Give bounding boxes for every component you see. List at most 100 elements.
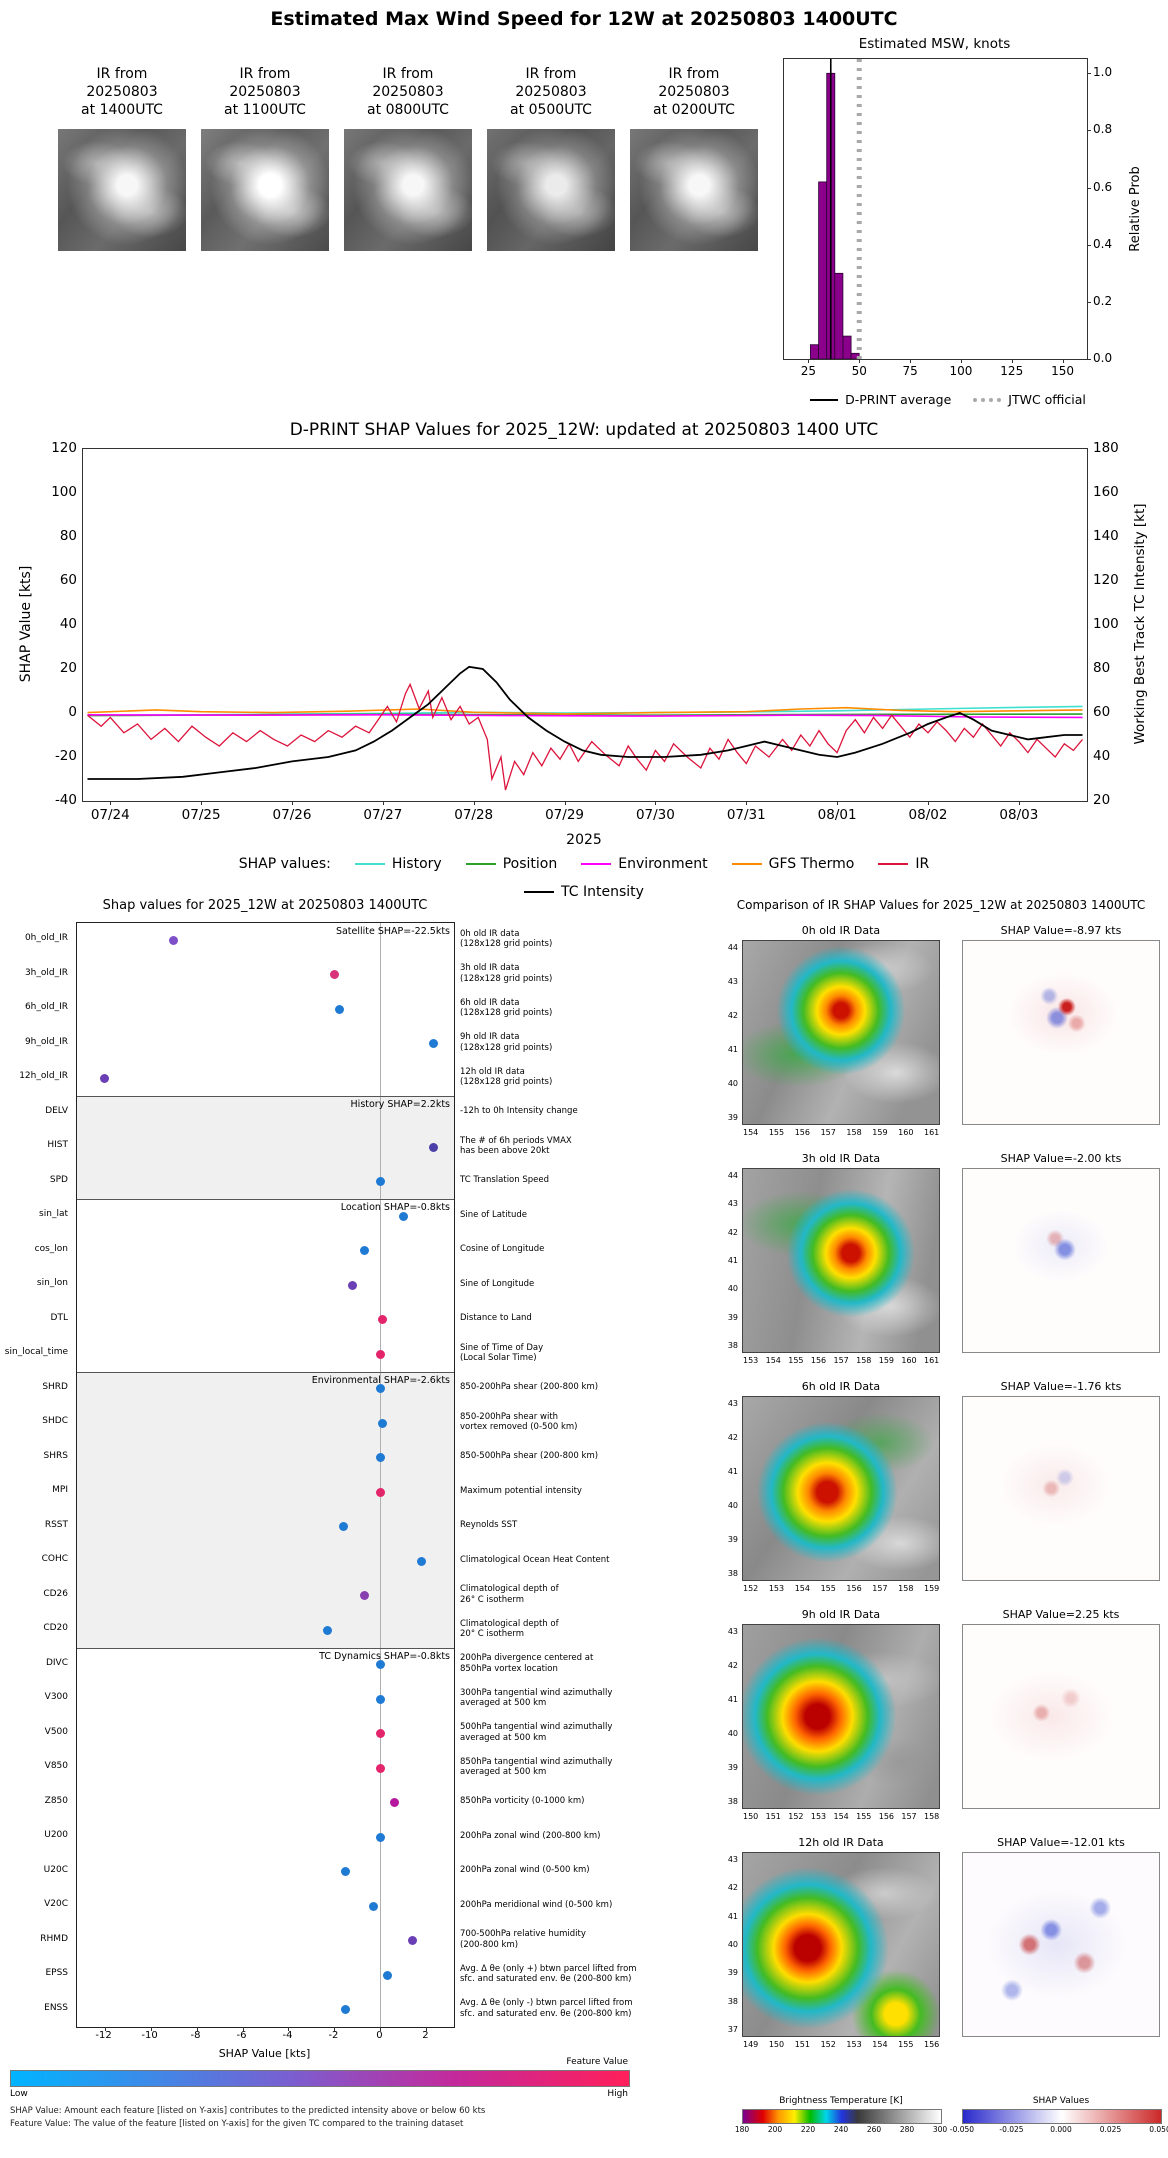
longitude-tick: 161 — [924, 1128, 940, 1137]
ts-xtick-mark — [564, 801, 566, 805]
ir-satellite-image — [487, 128, 615, 251]
feature-description: 9h old IR data (128x128 grid points) — [460, 1032, 553, 1053]
ts-xtick-mark — [837, 801, 839, 805]
dotplot-row-label: SHRD — [42, 1381, 68, 1392]
ts-ytick-right: 140 — [1093, 528, 1119, 544]
dotplot-row-label: sin_lon — [36, 1278, 68, 1289]
feature-description: Sine of Time of Day (Local Solar Time) — [460, 1342, 544, 1364]
legend-label: IR — [915, 856, 930, 872]
longitude-tick: 152 — [743, 1584, 759, 1593]
dotplot-xtick-mark — [334, 2027, 336, 2031]
legend-line-swatch — [731, 863, 762, 865]
colorbar-low-label: Low — [10, 2089, 28, 2099]
shap-dot — [100, 1073, 110, 1083]
longitude-tick: 151 — [794, 2040, 810, 2049]
timeseries-title: D-PRINT SHAP Values for 2025_12W: update… — [289, 420, 879, 440]
feature-description: Sine of Longitude — [460, 1278, 535, 1289]
dotplot-row-label: 0h_old_IR — [24, 933, 68, 944]
latitude-tick: 43 — [727, 1627, 738, 1636]
hist-ytick: 0.4 — [1093, 236, 1113, 251]
hist-ytick: 0.6 — [1093, 179, 1113, 194]
feature-description: 3h old IR data (128x128 grid points) — [460, 963, 553, 984]
latitude-tick: 40 — [727, 1079, 738, 1088]
longitude-tick: 152 — [788, 1812, 804, 1821]
dotplot-xtick-mark — [242, 2027, 244, 2031]
shap-panel-title: SHAP Value=-2.00 kts — [1000, 1152, 1122, 1165]
ts-ytick-right: 60 — [1093, 704, 1111, 720]
dotplot-row-label: HIST — [47, 1140, 68, 1151]
shap-dot — [375, 1832, 385, 1842]
shap-dot — [341, 2005, 351, 2015]
dotplot-row-label: sin_lat — [39, 1209, 68, 1220]
section-divider — [77, 1647, 454, 1649]
ts-xtick-mark — [746, 801, 748, 805]
longitude-tick: 157 — [901, 1812, 917, 1821]
shap-colorbar-tick: -0.050 — [949, 2125, 975, 2134]
longitude-tick: 150 — [743, 1812, 759, 1821]
ir-thumbnail: IR from 20250803 at 1400UTC — [56, 66, 188, 251]
dotplot-row-label: RHMD — [40, 1933, 68, 1944]
dotplot-xtick: -6 — [236, 2030, 247, 2041]
ts-ytick-left: -20 — [54, 748, 77, 764]
msw-histogram-plot: 1.0 0.8 0.6 0.4 0.2 0.0 25 50 75 100 125 150 — [783, 58, 1112, 378]
latitude-tick: 37 — [727, 2025, 738, 2034]
ts-ytick-right: 80 — [1093, 660, 1111, 676]
shap-dot — [382, 1970, 392, 1980]
zero-gridline — [380, 923, 382, 2027]
longitude-tick: 158 — [846, 1128, 862, 1137]
latitude-tick: 39 — [727, 1968, 738, 1978]
dotplot-xtick: 0 — [376, 2030, 383, 2041]
hist-xtick: 125 — [1000, 364, 1024, 378]
longitude-tick: 153 — [810, 1812, 827, 1821]
shap-timeseries-canvas — [87, 665, 1084, 791]
legend-item-environment: Environment — [581, 856, 708, 872]
latitude-tick: 39 — [727, 1763, 738, 1772]
ts-ytick-left: 0 — [68, 704, 77, 720]
feature-description: The # of 6h periods VMAX has been above … — [460, 1135, 572, 1157]
shap-panel-title: SHAP Value=2.25 kts — [1002, 1608, 1120, 1621]
ts-xtick: 08/02 — [908, 807, 948, 823]
ts-xtick: 07/26 — [272, 807, 312, 823]
longitude-tick: 149 — [743, 2040, 759, 2049]
dotplot-row-label: U20C — [43, 1864, 68, 1875]
shap-dot — [369, 1901, 379, 1911]
shap-timeseries-plot: 120 100 80 60 40 20 0 -20 -40 180 160 140 120 100 80 60… — [51, 440, 1119, 823]
timeseries-legend-title: SHAP values: — [238, 856, 331, 872]
shap-dot — [359, 1246, 369, 1256]
shap-dot — [375, 1660, 385, 1670]
dotplot-row-label: 12h_old_IR — [19, 1071, 68, 1082]
shap-value-map — [962, 940, 1160, 1125]
histogram-title: Estimated MSW, knots — [858, 36, 1011, 52]
section-header: Satellite SHAP=-22.5kts — [335, 926, 450, 937]
section-divider — [77, 1371, 454, 1373]
ts-ytick-left: 20 — [59, 660, 77, 676]
legend-line-swatch — [524, 891, 555, 893]
longitude-tick: 153 — [768, 1584, 785, 1593]
shap-dot — [329, 970, 339, 980]
msw-histogram-canvas — [809, 59, 862, 359]
ir-thumbnail-label: IR from 20250803 at 0800UTC — [367, 66, 449, 118]
ts-xtick-mark — [201, 801, 203, 805]
page-title: Estimated Max Wind Speed for 12W at 2025… — [270, 8, 898, 30]
feature-description: Sine of Latitude — [460, 1209, 527, 1220]
series-environment — [87, 713, 1083, 719]
legend-item-ir: IR — [878, 856, 929, 872]
latitude-tick: 38 — [727, 1996, 738, 2006]
timeseries-legend-row2: TC Intensity — [0, 884, 1168, 900]
shap-dot — [417, 1556, 427, 1566]
shap-dot — [375, 1729, 385, 1739]
latitude-tick: 42 — [727, 1883, 738, 1893]
histogram-bar — [842, 335, 852, 359]
shap-value-footnote: SHAP Value: Amount each feature [listed … — [10, 2106, 486, 2116]
longitude-tick: 153 — [846, 2040, 862, 2049]
dotplot-row-label: DIVC — [45, 1657, 68, 1668]
ir-thumbnail: IR from 20250803 at 0800UTC — [342, 66, 474, 251]
feature-description: Reynolds SST — [460, 1520, 518, 1531]
longitude-tick: 158 — [898, 1584, 914, 1593]
bt-colorbar-tick: 240 — [833, 2125, 849, 2134]
comparison-title: Comparison of IR SHAP Values for 2025_12… — [736, 898, 1146, 912]
longitude-tick: 155 — [788, 1356, 804, 1365]
ts-xtick: 07/27 — [363, 807, 403, 823]
legend-line-swatch — [581, 863, 612, 865]
